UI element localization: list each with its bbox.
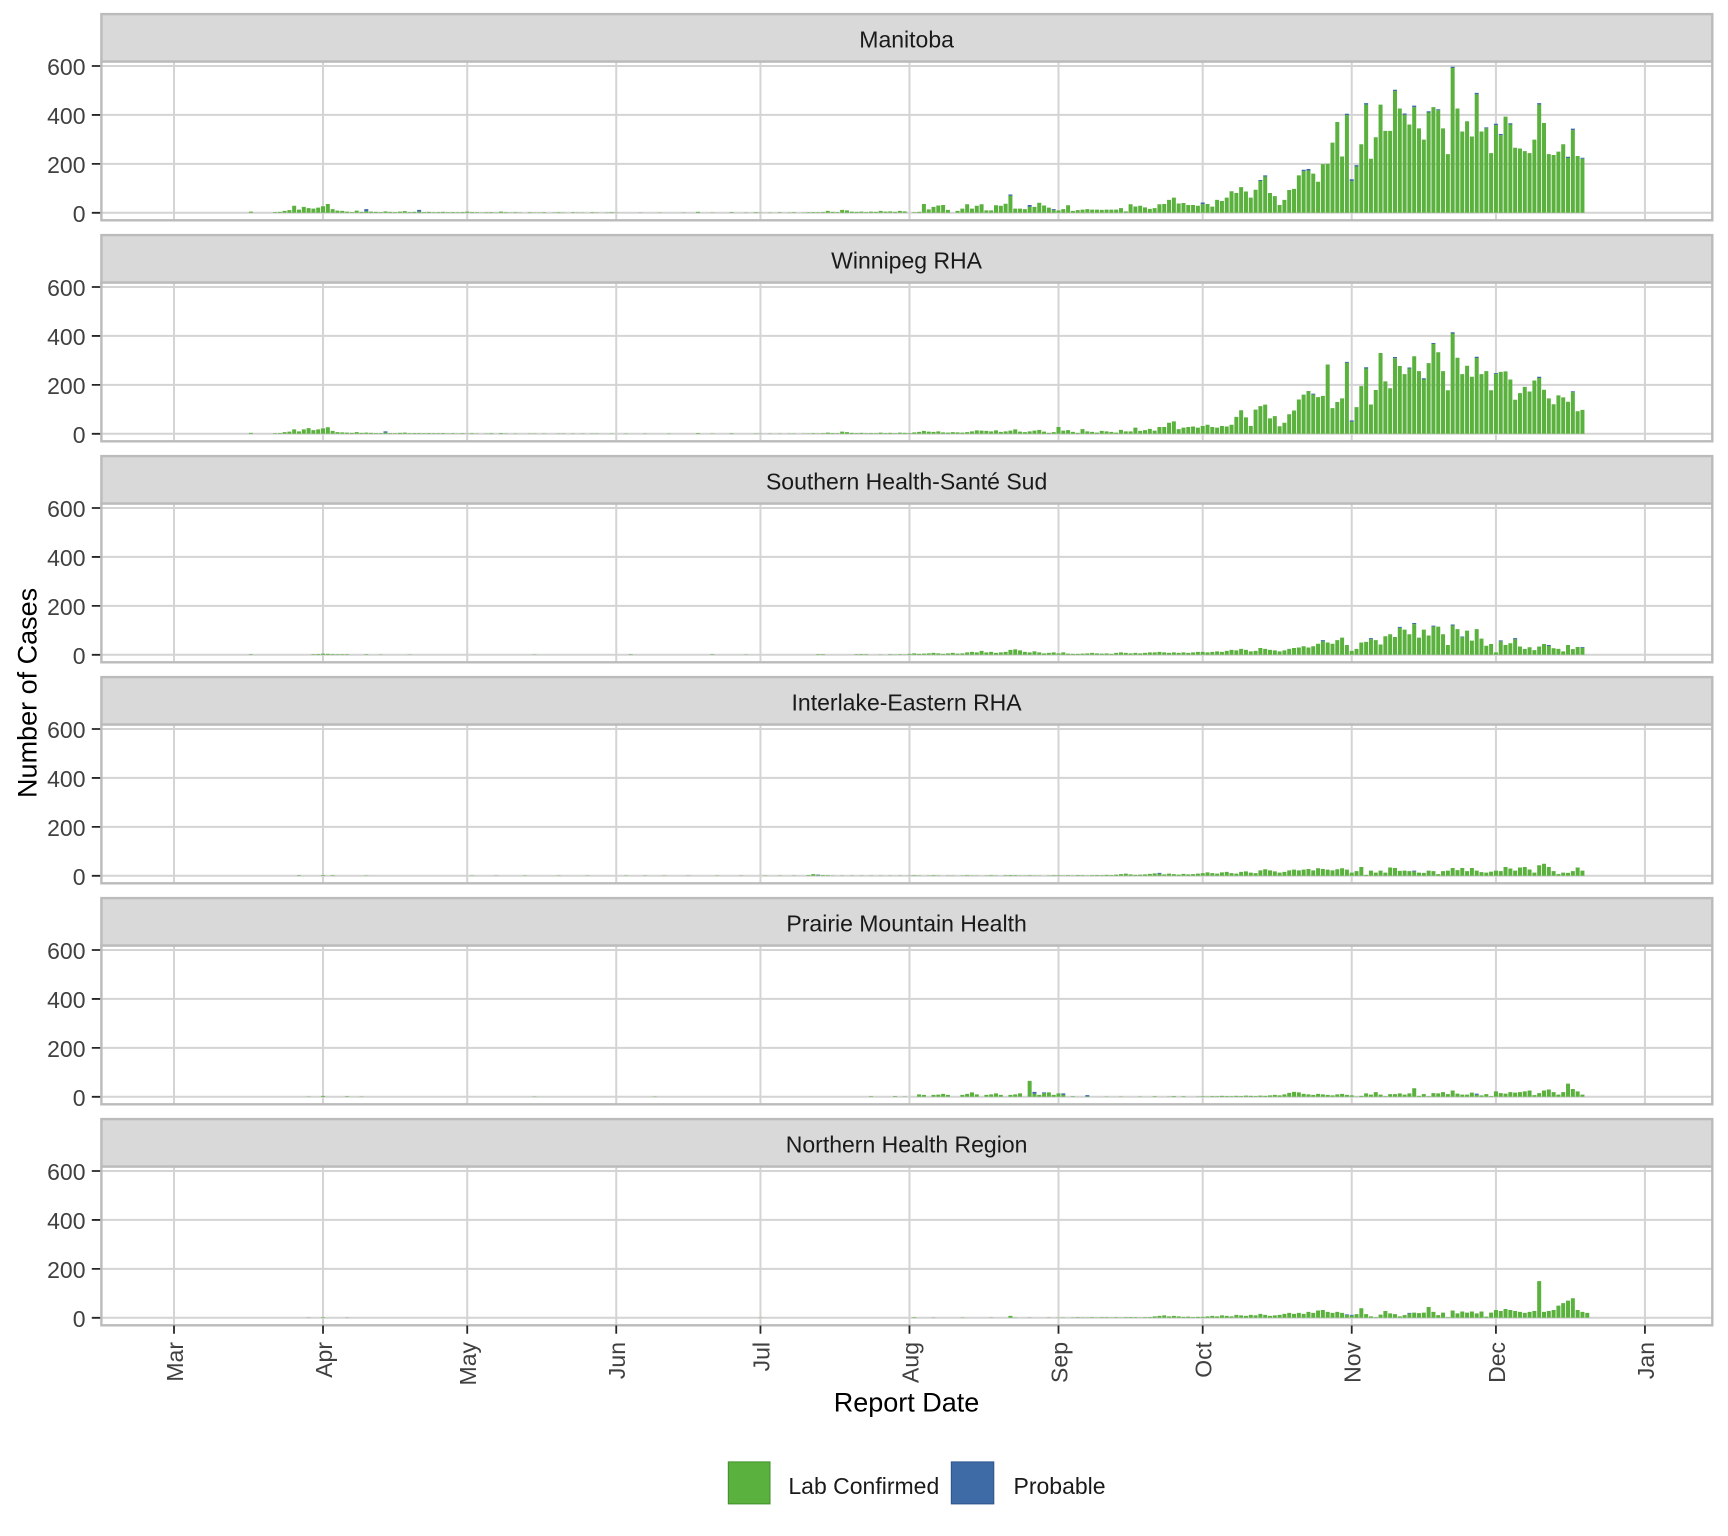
svg-text:Aug: Aug [897,1342,923,1383]
svg-text:600: 600 [47,496,85,522]
svg-text:400: 400 [47,1208,85,1234]
svg-text:Manitoba: Manitoba [859,26,954,52]
svg-text:400: 400 [47,324,85,350]
svg-text:0: 0 [73,201,86,227]
svg-text:0: 0 [73,422,86,448]
svg-text:Interlake-Eastern RHA: Interlake-Eastern RHA [792,689,1023,715]
svg-text:600: 600 [47,275,85,301]
svg-text:400: 400 [47,103,85,129]
svg-text:200: 200 [47,1257,85,1283]
svg-text:0: 0 [73,864,86,890]
svg-text:Sep: Sep [1046,1342,1072,1383]
svg-text:Jul: Jul [748,1342,774,1371]
svg-text:200: 200 [47,152,85,178]
svg-text:Jun: Jun [604,1342,630,1379]
svg-text:Report Date: Report Date [834,1387,980,1417]
svg-text:0: 0 [73,1085,86,1111]
svg-text:200: 200 [47,1036,85,1062]
svg-text:600: 600 [47,938,85,964]
svg-text:Prairie Mountain Health: Prairie Mountain Health [786,910,1026,936]
svg-text:Mar: Mar [162,1342,188,1382]
svg-text:400: 400 [47,766,85,792]
svg-text:Probable: Probable [1014,1473,1106,1499]
svg-text:Northern Health Region: Northern Health Region [786,1131,1028,1157]
svg-text:200: 200 [47,815,85,841]
svg-text:Jan: Jan [1633,1342,1659,1379]
svg-text:Dec: Dec [1484,1342,1510,1383]
svg-text:200: 200 [47,594,85,620]
svg-text:0: 0 [73,643,86,669]
svg-text:Nov: Nov [1340,1342,1366,1383]
svg-text:Number of Cases: Number of Cases [12,588,42,798]
svg-text:0: 0 [73,1306,86,1332]
svg-text:Apr: Apr [311,1342,337,1378]
svg-text:Southern Health-Santé Sud: Southern Health-Santé Sud [766,468,1047,494]
svg-text:600: 600 [47,717,85,743]
svg-text:May: May [455,1342,481,1386]
svg-text:Oct: Oct [1191,1341,1217,1377]
svg-text:600: 600 [47,1159,85,1185]
svg-text:400: 400 [47,987,85,1013]
svg-text:600: 600 [47,54,85,80]
svg-text:Lab Confirmed: Lab Confirmed [788,1473,939,1499]
svg-text:Winnipeg RHA: Winnipeg RHA [831,247,982,273]
svg-text:200: 200 [47,373,85,399]
svg-text:400: 400 [47,545,85,571]
